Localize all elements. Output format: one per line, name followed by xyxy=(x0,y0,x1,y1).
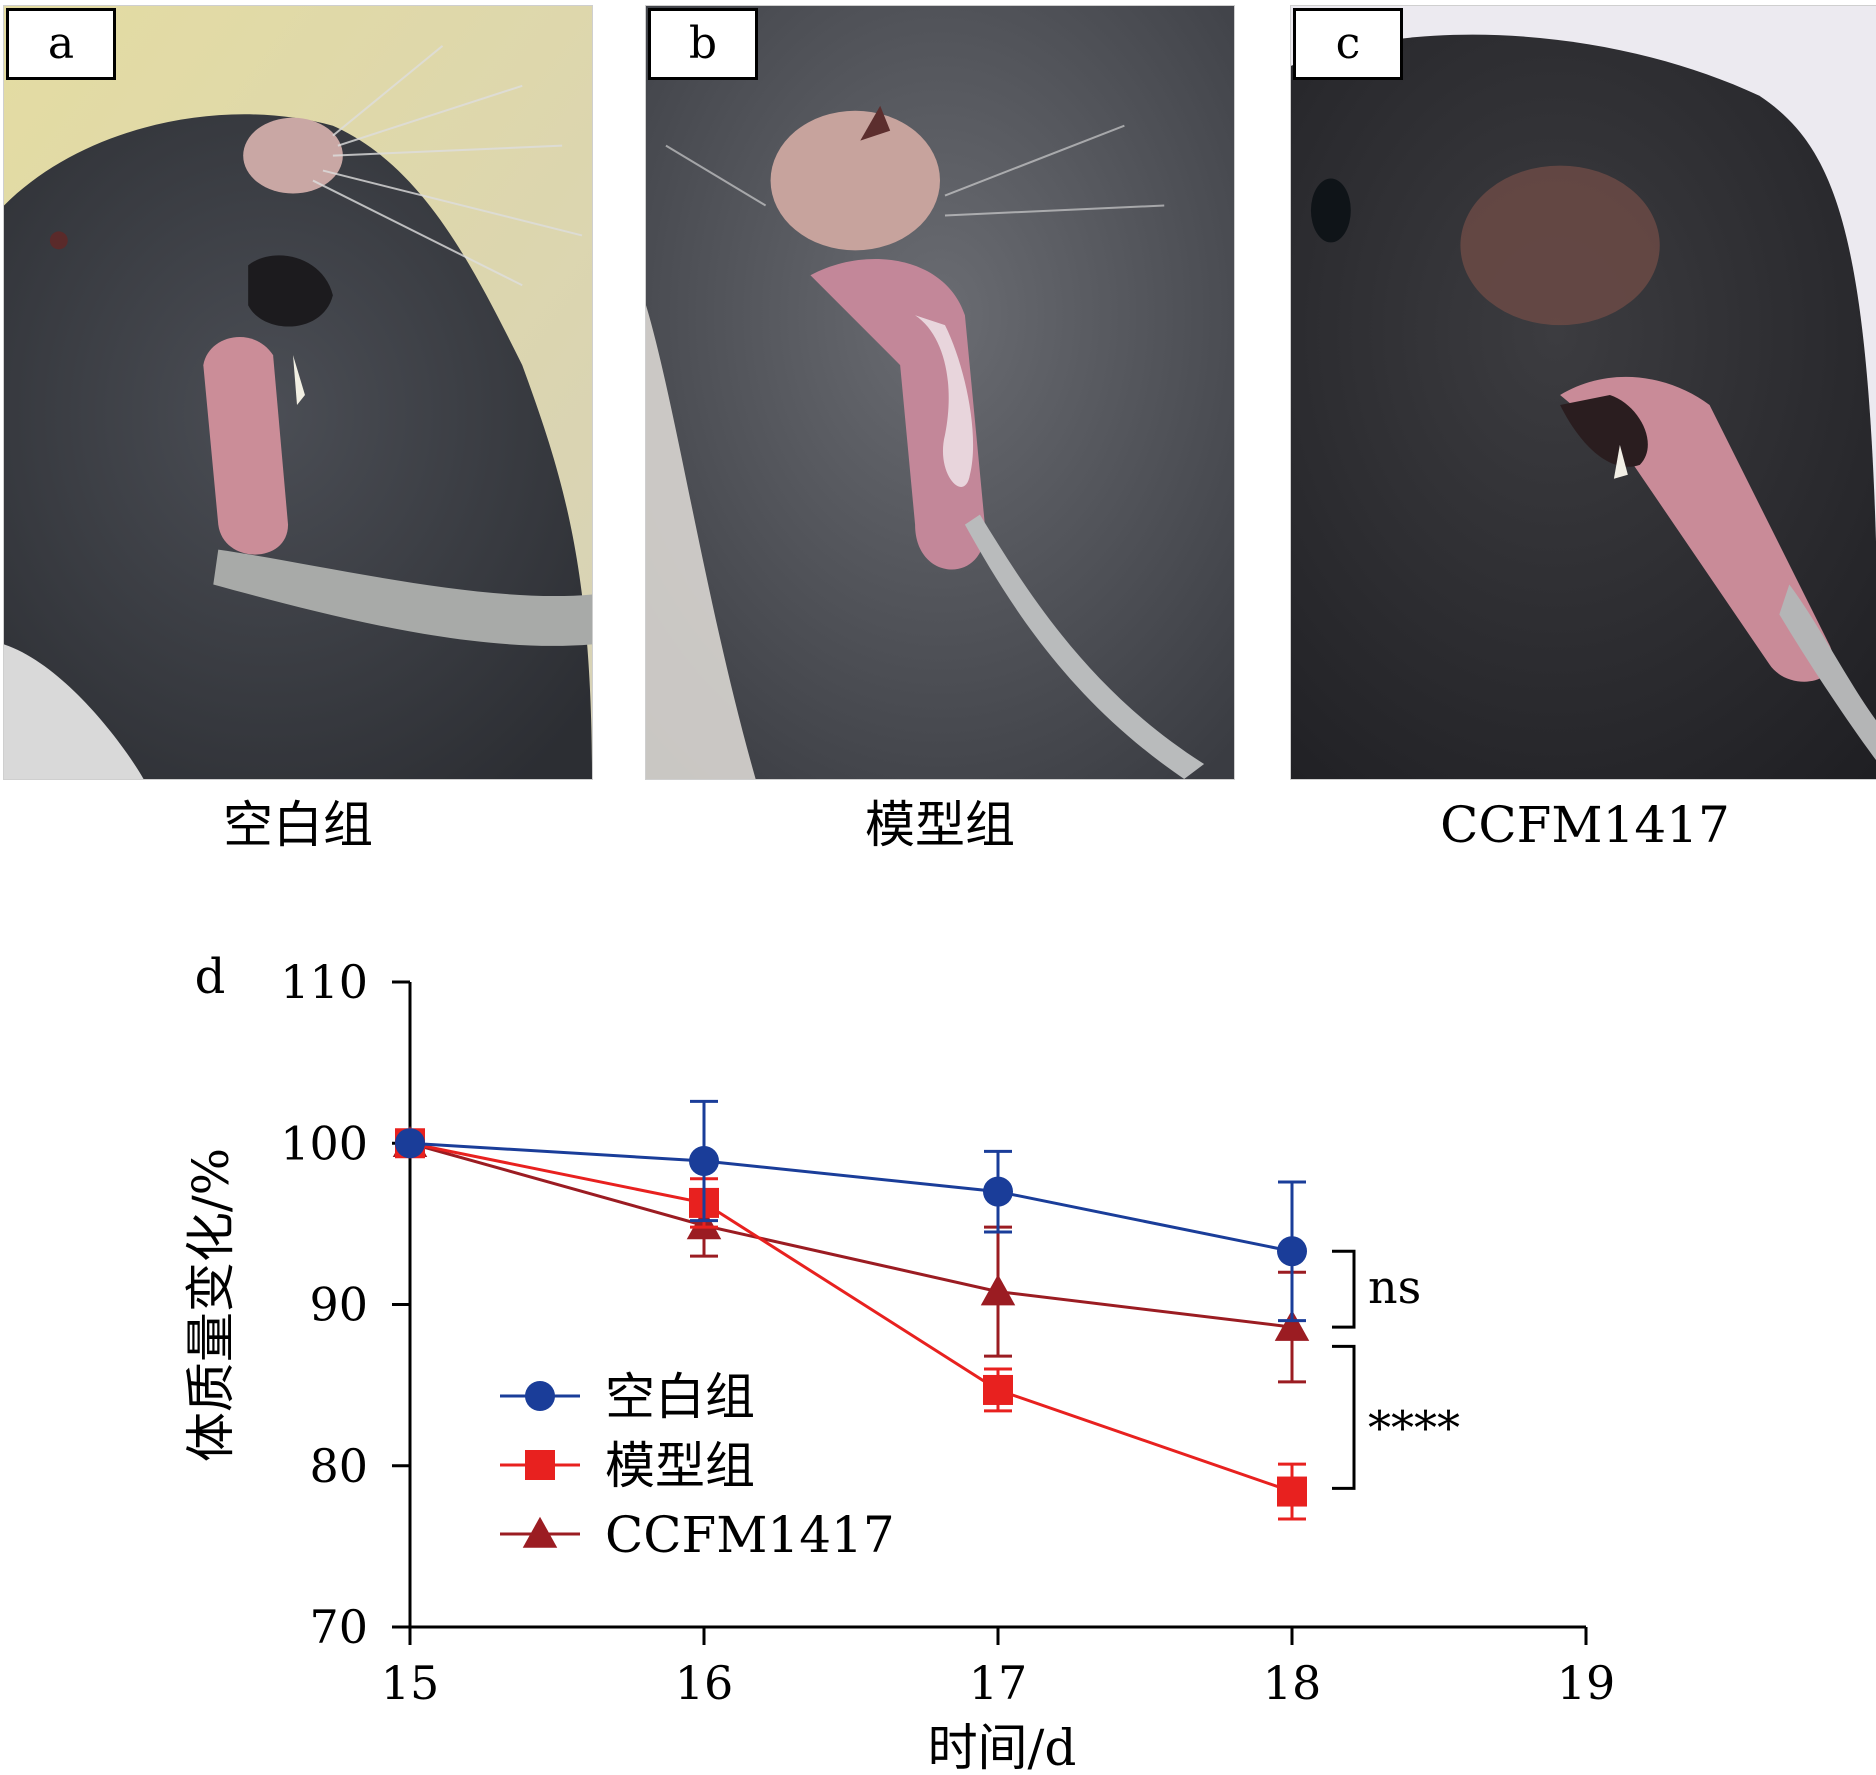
significance-label: **** xyxy=(1368,1400,1460,1454)
series-square xyxy=(395,1128,1307,1521)
series-circle xyxy=(395,1099,1307,1323)
photo-panel-a: a xyxy=(3,5,593,780)
x-tick-label: 16 xyxy=(675,1656,734,1710)
data-point xyxy=(983,1176,1013,1207)
x-tick-label: 15 xyxy=(381,1656,440,1710)
photo-panel-c: c xyxy=(1290,5,1876,780)
y-tick-label: 80 xyxy=(309,1439,368,1493)
mouse-tongue-healthy-photo-icon xyxy=(4,6,592,779)
series-line xyxy=(409,1141,1293,1329)
x-axis-label: 时间/d xyxy=(928,1719,1077,1775)
y-tick-label: 70 xyxy=(309,1600,368,1654)
series-line xyxy=(409,1141,1293,1253)
data-point xyxy=(983,1374,1013,1405)
legend-marker xyxy=(522,1516,558,1548)
legend-label: CCFM1417 xyxy=(605,1506,895,1564)
y-tick-label: 90 xyxy=(309,1278,368,1332)
caption-c: CCFM1417 xyxy=(1440,796,1730,854)
panel-label-c: c xyxy=(1293,8,1403,80)
mouse-tongue-treated-photo-icon xyxy=(1291,6,1876,779)
y-tick-label: 100 xyxy=(280,1116,368,1170)
x-tick-label: 17 xyxy=(969,1656,1028,1710)
significance-bracket xyxy=(1332,1249,1356,1329)
data-point xyxy=(1277,1236,1307,1267)
y-tick-label: 110 xyxy=(280,955,368,1009)
caption-b: 模型组 xyxy=(865,796,1015,854)
photo-panel-b: b xyxy=(645,5,1235,780)
legend-label: 空白组 xyxy=(605,1368,755,1426)
data-point xyxy=(980,1274,1016,1306)
legend-marker xyxy=(525,1381,555,1411)
x-tick-label: 19 xyxy=(1557,1656,1616,1710)
series-line xyxy=(409,1141,1293,1493)
series-triangle xyxy=(392,1126,1310,1384)
x-tick-label: 18 xyxy=(1263,1656,1322,1710)
panel-label-a: a xyxy=(6,8,116,80)
data-point xyxy=(1274,1309,1310,1341)
chart-axes: 70 80 90 100 110 15 16 17 18 19 xyxy=(280,955,1615,1710)
panel-label-d: d xyxy=(195,949,226,1005)
significance-label: ns xyxy=(1368,1260,1421,1314)
legend-label: 模型组 xyxy=(605,1437,755,1495)
significance-bracket xyxy=(1332,1344,1356,1490)
mouse-tongue-ulcer-photo-icon xyxy=(646,6,1234,779)
data-point xyxy=(1277,1476,1307,1507)
data-point xyxy=(395,1128,425,1159)
data-point xyxy=(689,1145,719,1176)
panel-label-b: b xyxy=(648,8,758,80)
legend-marker xyxy=(525,1450,555,1480)
significance-brackets: ns **** xyxy=(1332,1249,1460,1490)
caption-a: 空白组 xyxy=(223,796,373,854)
chart-series xyxy=(392,1099,1310,1521)
y-axis-label: 体质量变化/% xyxy=(182,1148,240,1462)
